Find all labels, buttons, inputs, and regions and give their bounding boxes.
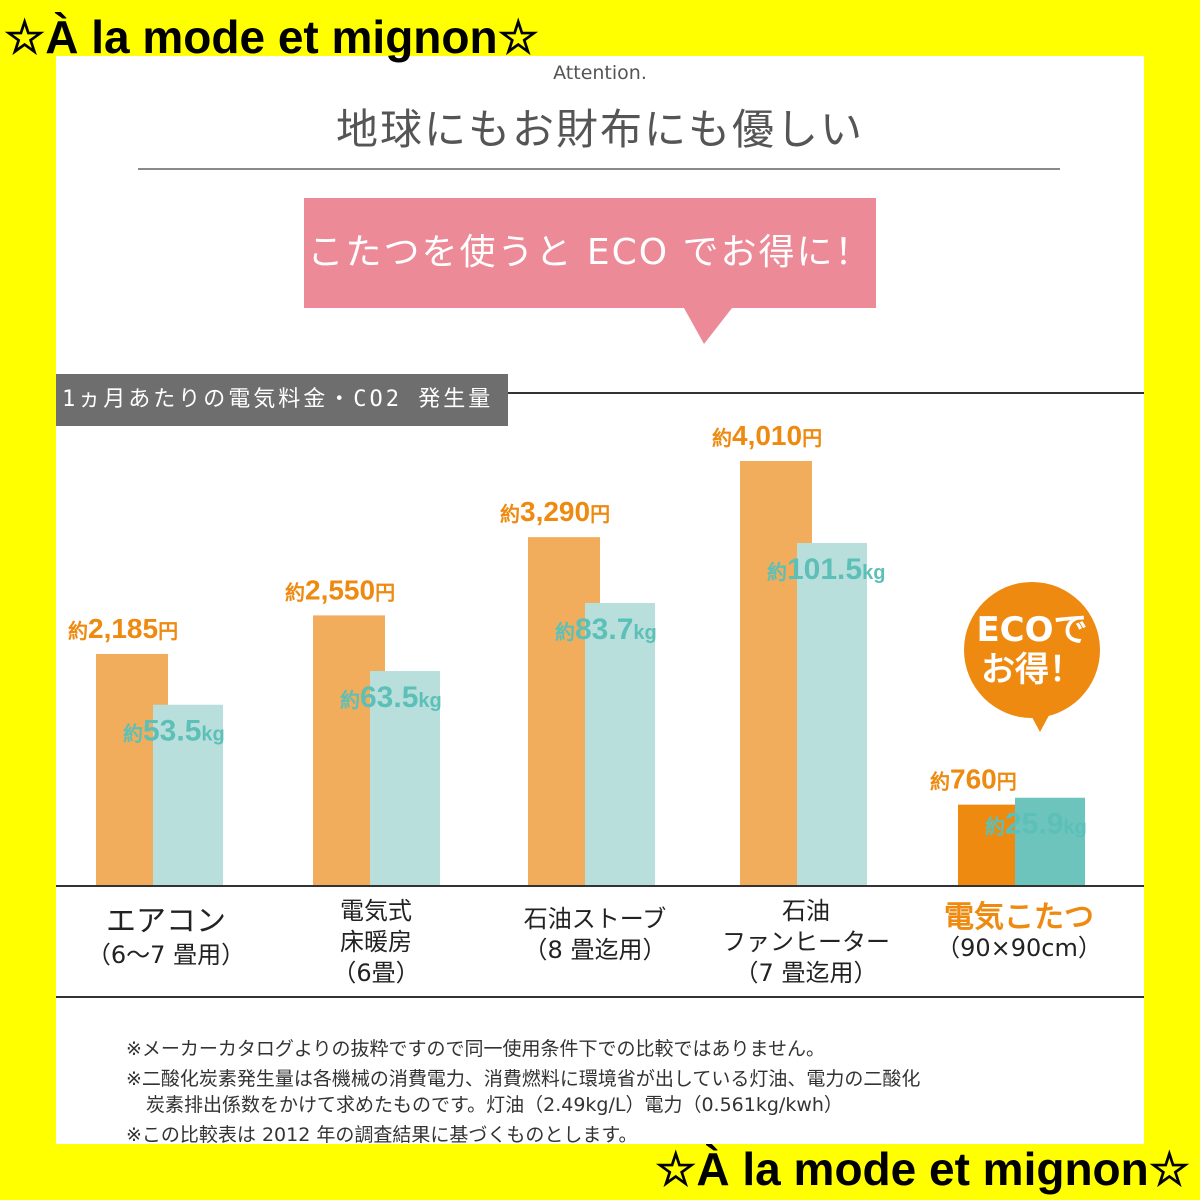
category-label: 石油ストーブ (523, 905, 667, 933)
page-title: 地球にもお財布にも優しい (335, 105, 864, 154)
eco-badge-line1: ECOで (976, 610, 1088, 650)
co2-bar (153, 704, 223, 885)
category-sublabel: （8 畳迄用） (523, 936, 667, 964)
chart-title-label: 1ヵ月あたりの電気料金・CO2 発生量 (56, 374, 508, 426)
category-sublabel: ファンヒーター (722, 928, 890, 956)
footnote-2-cont: 炭素排出係数をかけて求めたものです。灯油（2.49kg/L）電力（0.561kg… (146, 1094, 843, 1116)
co2-value-label: 約25.9kg (985, 808, 1087, 841)
category-label: 石油 (782, 897, 830, 925)
category-sublabel: 床暖房 (340, 928, 412, 956)
category-kerosene-stove: 石油ストーブ （8 畳迄用） (500, 904, 690, 966)
cost-value-label: 約760円 (930, 764, 1017, 795)
category-sublabel: （6〜7 畳用） (86, 941, 246, 969)
cost-value-label: 約2,550円 (285, 574, 395, 605)
category-floor-heating: 電気式 床暖房 （6畳） (296, 896, 456, 989)
speech-bubble: こたつを使うと ECO でお得に！ (304, 198, 876, 308)
category-sublabel: （90×90cm） (936, 934, 1102, 962)
co2-value-label: 約53.5kg (123, 715, 225, 748)
category-kotatsu: 電気こたつ （90×90cm） (926, 902, 1112, 964)
title-divider (138, 168, 1060, 170)
category-sublabel-2: （6畳） (332, 959, 420, 987)
category-aircon: エアコン （6〜7 畳用） (78, 904, 254, 971)
content-panel: Attention. 地球にもお財布にも優しい こたつを使うと ECO でお得に… (56, 56, 1144, 1144)
chart-baseline (56, 885, 1144, 887)
co2-value-label: 約63.5kg (340, 681, 442, 714)
co2-value-label: 約101.5kg (767, 553, 885, 586)
speech-bubble-text: こたつを使うと ECO でお得に！ (307, 232, 873, 273)
category-fan-heater: 石油 ファンヒーター （7 畳迄用） (714, 896, 898, 989)
cost-value-label: 約3,290円 (500, 496, 610, 527)
eco-badge: ECOで お得！ (964, 582, 1100, 718)
co2-bar (370, 671, 440, 885)
co2-bar (797, 543, 867, 885)
chart-bottom-rule (56, 996, 1144, 998)
watermark-top: ☆À la mode et mignon☆ (4, 11, 539, 63)
footnote-2: ※二酸化炭素発生量は各機械の消費電力、消費燃料に環境省が出している灯油、電力の二… (126, 1068, 921, 1090)
eco-badge-line2: お得！ (981, 650, 1083, 690)
attention-label: Attention. (553, 62, 647, 84)
co2-value-label: 約83.7kg (555, 613, 657, 646)
footnote-3: ※この比較表は 2012 年の調査結果に基づくものとします。 (126, 1124, 638, 1144)
co2-bar (585, 602, 655, 885)
category-label: 電気こたつ (944, 900, 1094, 935)
cost-value-label: 約2,185円 (68, 613, 178, 644)
chart-title-rule (508, 392, 1144, 394)
co2-bar (1015, 797, 1085, 885)
watermark-bottom: ☆À la mode et mignon☆ (655, 1143, 1190, 1195)
footnote-1: ※メーカーカタログよりの抜粋ですので同一使用条件下での比較ではありません。 (126, 1038, 825, 1060)
category-label: 電気式 (340, 897, 412, 925)
category-sublabel-2: （7 畳迄用） (734, 959, 878, 987)
cost-value-label: 約4,010円 (712, 420, 822, 451)
footnotes: ※メーカーカタログよりの抜粋ですので同一使用条件下での比較ではありません。 ※二… (126, 1034, 920, 1144)
category-label: エアコン (106, 904, 226, 939)
speech-bubble-tail (684, 308, 732, 344)
eco-badge-tail (1026, 706, 1054, 732)
